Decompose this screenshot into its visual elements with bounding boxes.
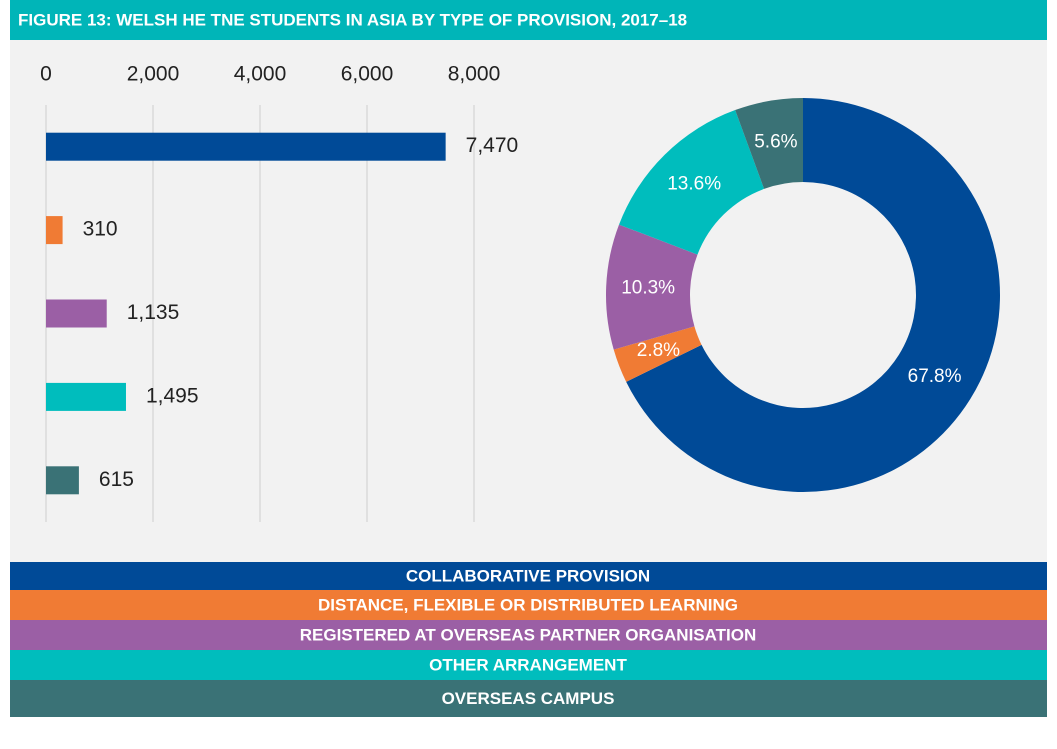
- legend-label: OTHER ARRANGEMENT: [429, 655, 627, 674]
- chart-title: FIGURE 13: WELSH HE TNE STUDENTS IN ASIA…: [18, 10, 687, 29]
- legend-band: [10, 620, 1047, 650]
- x-tick-label: 8,000: [448, 63, 501, 86]
- slice-label: 2.8%: [637, 340, 680, 361]
- bar: [46, 216, 63, 245]
- legend-label: COLLABORATIVE PROVISION: [406, 566, 650, 585]
- donut-slice: [606, 224, 698, 350]
- slice-label: 5.6%: [754, 131, 797, 152]
- legend-band: [10, 590, 1047, 620]
- value-label: 1,495: [146, 384, 199, 407]
- x-tick-label: 6,000: [341, 63, 394, 86]
- value-label: 310: [83, 218, 118, 241]
- slice-label: 10.3%: [621, 277, 675, 298]
- legend-band: [10, 680, 1047, 717]
- x-tick-label: 2,000: [127, 63, 180, 86]
- bar: [46, 299, 107, 328]
- slice-label: 13.6%: [667, 174, 721, 195]
- legend-label: REGISTERED AT OVERSEAS PARTNER ORGANISAT…: [300, 625, 757, 644]
- legend-band: [10, 562, 1047, 590]
- value-label: 615: [99, 468, 134, 491]
- legend-label: OVERSEAS CAMPUS: [442, 689, 615, 708]
- bar: [46, 132, 446, 161]
- legend-label: DISTANCE, FLEXIBLE OR DISTRIBUTED LEARNI…: [318, 595, 738, 614]
- donut-slice: [613, 326, 702, 382]
- x-tick-label: 4,000: [234, 63, 287, 86]
- value-label: 1,135: [127, 301, 180, 324]
- donut-slice: [735, 98, 803, 189]
- slice-label: 67.8%: [908, 366, 962, 387]
- x-tick-label: 0: [40, 63, 52, 86]
- title-bar: [10, 0, 1047, 40]
- bar: [46, 382, 126, 411]
- donut-slice: [619, 110, 765, 255]
- value-label: 7,470: [466, 134, 519, 157]
- legend-band: [10, 650, 1047, 680]
- bar: [46, 466, 79, 495]
- donut-slice: [626, 98, 1000, 492]
